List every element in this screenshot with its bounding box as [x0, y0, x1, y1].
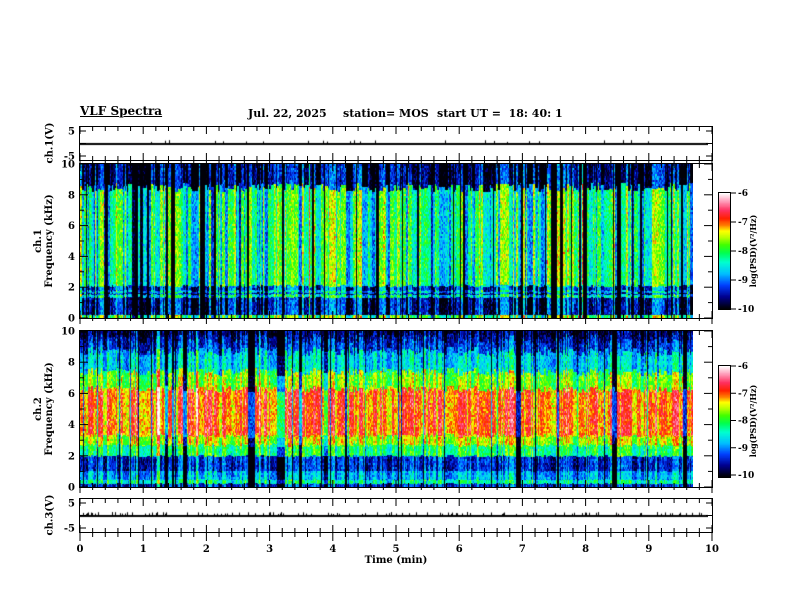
svg-text:6: 6 — [456, 544, 463, 555]
panel-ch2-spectrogram — [79, 330, 713, 488]
colorbar-ch2 — [718, 365, 731, 478]
panel-ch1-voltage — [79, 126, 713, 161]
ch1-spectrogram-canvas — [80, 164, 693, 318]
svg-text:9: 9 — [645, 544, 652, 555]
ylabel-ch2-line2: Frequency (kHz) — [44, 362, 55, 456]
xaxis-label: Time (min) — [364, 555, 428, 566]
svg-text:3: 3 — [266, 544, 273, 555]
svg-text:1: 1 — [140, 544, 147, 555]
svg-text:10: 10 — [705, 544, 719, 555]
svg-text:-10: -10 — [738, 305, 754, 315]
svg-text:-9: -9 — [738, 444, 748, 454]
svg-text:10: 10 — [61, 160, 75, 171]
ylabel-ch3-voltage: ch.3(V) — [44, 494, 56, 536]
ylabel-ch1-frequency: ch.1 Frequency (kHz) — [33, 194, 55, 287]
svg-text:7: 7 — [519, 544, 526, 555]
svg-text:8: 8 — [582, 544, 589, 555]
plot-start-ut: start UT = 18: 40: 1 — [437, 107, 563, 120]
ch1-voltage-trace-canvas — [80, 127, 708, 160]
svg-text:-8: -8 — [738, 417, 748, 427]
colorbar-ch1 — [718, 192, 731, 310]
svg-text:-6: -6 — [738, 189, 748, 199]
svg-text:8: 8 — [68, 190, 75, 201]
svg-text:2: 2 — [68, 451, 75, 462]
colorbar-ch2-label: log(PSD)(V²/Hz) — [748, 384, 758, 458]
ylabel-ch1-line1: ch.1 — [33, 229, 44, 253]
colorbar-ch1-label: log(PSD)(V²/Hz) — [748, 214, 758, 288]
svg-text:-10: -10 — [738, 471, 754, 481]
panel-ch1-spectrogram — [79, 163, 713, 319]
svg-text:-5: -5 — [64, 524, 75, 535]
svg-text:6: 6 — [68, 389, 75, 400]
svg-text:-8: -8 — [738, 247, 748, 257]
svg-text:5: 5 — [68, 499, 75, 510]
svg-text:2: 2 — [203, 544, 210, 555]
ch3-voltage-trace-canvas — [80, 499, 708, 532]
svg-text:0: 0 — [68, 483, 75, 494]
plot-date: Jul. 22, 2025 — [248, 107, 327, 120]
svg-text:8: 8 — [68, 358, 75, 369]
svg-text:4: 4 — [68, 252, 75, 263]
svg-text:-7: -7 — [738, 389, 748, 399]
svg-text:5: 5 — [68, 127, 75, 138]
ylabel-ch1-voltage: ch.1(V) — [44, 122, 56, 164]
svg-text:4: 4 — [329, 544, 336, 555]
svg-text:10: 10 — [61, 327, 75, 338]
svg-text:-9: -9 — [738, 276, 748, 286]
plot-station: station= MOS — [343, 107, 429, 120]
svg-text:-6: -6 — [738, 362, 748, 372]
panel-ch3-voltage — [79, 498, 713, 533]
svg-text:-7: -7 — [738, 218, 748, 228]
svg-text:4: 4 — [68, 420, 75, 431]
svg-text:0: 0 — [68, 314, 75, 325]
ylabel-ch1-line2: Frequency (kHz) — [44, 194, 55, 288]
svg-text:0: 0 — [77, 544, 84, 555]
ch2-spectrogram-canvas — [80, 331, 693, 487]
svg-text:-5: -5 — [64, 152, 75, 163]
svg-text:5: 5 — [393, 544, 400, 555]
svg-text:6: 6 — [68, 221, 75, 232]
plot-title: VLF Spectra — [80, 104, 163, 118]
ylabel-ch2-frequency: ch.2 Frequency (kHz) — [33, 362, 55, 455]
svg-text:2: 2 — [68, 283, 75, 294]
ylabel-ch2-line1: ch.2 — [33, 397, 44, 421]
colorbar-ch1-gradient — [719, 193, 730, 309]
colorbar-ch2-gradient — [719, 366, 730, 477]
